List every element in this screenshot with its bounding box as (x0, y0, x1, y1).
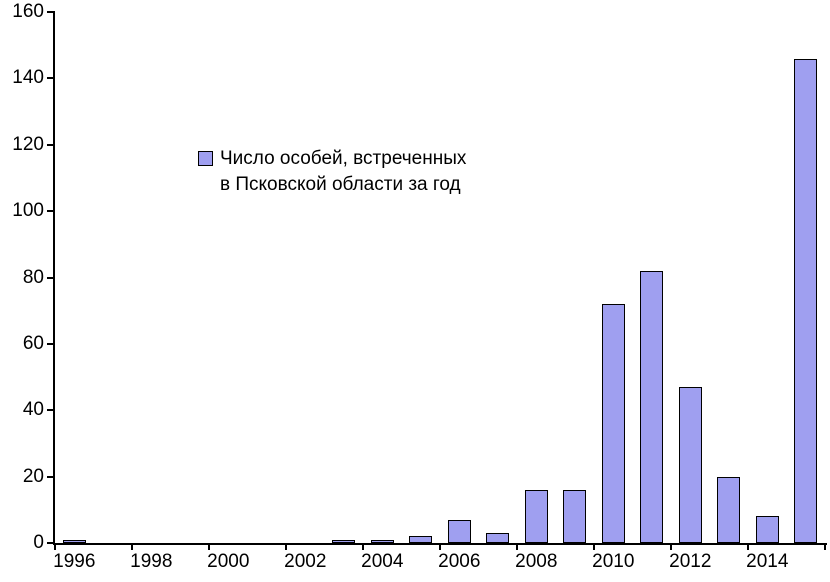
x-axis-tick-mark (362, 543, 364, 550)
legend-label-line2: в Псковской области за год (220, 174, 461, 195)
legend-label: Число особей, встреченных в Псковской об… (220, 146, 466, 198)
bar-2008 (524, 489, 548, 543)
x-axis-tick-mark (593, 543, 595, 550)
legend: Число особей, встреченных в Псковской об… (198, 146, 466, 198)
y-axis-tick-label: 60 (22, 332, 44, 354)
x-axis-tick-label: 1996 (53, 551, 96, 572)
legend-swatch-icon (198, 151, 213, 166)
y-axis-line (53, 11, 55, 545)
bar-2007 (486, 533, 510, 543)
y-axis-tick-mark (47, 210, 53, 213)
x-axis-tick-label: 1998 (130, 551, 173, 572)
bar-2005 (409, 536, 433, 543)
bar-2013 (717, 476, 741, 543)
x-axis-tick-mark (439, 543, 441, 550)
x-axis-tick-mark (208, 543, 210, 550)
x-axis-tick-mark (131, 543, 133, 550)
bar-2014 (755, 516, 779, 543)
y-axis-tick-label: 160 (12, 1, 44, 22)
x-axis-tick-mark (747, 543, 749, 550)
y-axis-tick-label: 100 (12, 200, 44, 222)
x-axis-tick-label: 2008 (515, 551, 558, 572)
y-axis-tick-label: 140 (12, 67, 44, 89)
x-axis-tick-label: 2004 (361, 551, 404, 572)
y-axis-tick-mark (47, 77, 53, 80)
x-axis-tick-label: 2012 (669, 551, 712, 572)
y-axis-tick-mark (47, 143, 53, 146)
y-axis-tick-label: 80 (22, 266, 44, 288)
y-axis-tick-label: 20 (22, 465, 44, 487)
y-axis-tick-mark (47, 342, 53, 345)
x-axis-tick-mark (54, 543, 56, 550)
y-axis-tick-mark (47, 475, 53, 478)
bar-2012 (678, 387, 702, 543)
bar-2003 (332, 539, 356, 543)
bar-2006 (447, 519, 471, 543)
bar-2010 (601, 304, 625, 543)
bar-1996 (62, 539, 86, 543)
y-axis-tick-mark (47, 409, 53, 412)
y-axis-tick-mark (47, 11, 53, 13)
x-axis-tick-mark (670, 543, 672, 550)
bar-2015 (794, 58, 818, 543)
bar-2004 (370, 539, 394, 543)
y-axis-tick-label: 40 (22, 399, 44, 421)
bar-2009 (563, 489, 587, 543)
y-axis-tick-mark (47, 276, 53, 279)
x-axis-tick-label: 2006 (438, 551, 481, 572)
legend-label-line1: Число особей, встреченных (220, 148, 467, 169)
plot-area: Число особей, встреченных в Псковской об… (55, 12, 825, 543)
x-axis-tick-label: 2002 (284, 551, 327, 572)
x-axis-tick-mark (824, 543, 826, 550)
y-axis-tick-label: 120 (12, 133, 44, 155)
y-axis-tick-label: 0 (33, 532, 44, 553)
y-axis-tick-mark (47, 542, 53, 544)
x-axis-tick-label: 2000 (207, 551, 250, 572)
x-axis-tick-label: 2014 (746, 551, 789, 572)
x-axis-tick-mark (516, 543, 518, 550)
x-axis-tick-mark (285, 543, 287, 550)
bar-2011 (640, 270, 664, 543)
x-axis-tick-label: 2010 (592, 551, 635, 572)
